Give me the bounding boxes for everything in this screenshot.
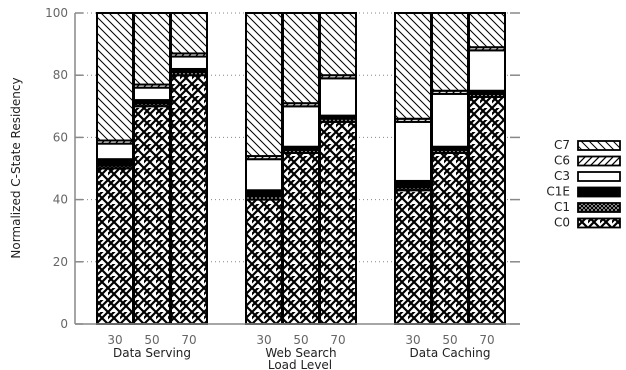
bar-segment-c7 (171, 13, 207, 53)
legend-swatch-c1e (578, 188, 620, 197)
x-tick-label: 70 (479, 333, 494, 347)
legend-label-c7: C7 (554, 138, 570, 152)
bar-segment-c0 (320, 122, 356, 324)
legend-swatch-c7 (578, 141, 620, 150)
bar-segment-c7 (283, 13, 319, 103)
y-tick-label: 60 (53, 130, 68, 144)
bar-segment-c7 (134, 13, 170, 85)
legend-label-c6: C6 (554, 154, 570, 168)
bar-segment-c3 (283, 106, 319, 146)
x-tick-label: 50 (442, 333, 457, 347)
x-tick-label: 30 (405, 333, 420, 347)
y-tick-label: 0 (60, 317, 68, 331)
legend-label-c3: C3 (554, 169, 570, 183)
bar-segment-c7 (469, 13, 505, 47)
x-tick-label: 50 (293, 333, 308, 347)
bar-segment-c0 (246, 200, 282, 324)
y-tick-label: 40 (53, 193, 68, 207)
bar-segment-c7 (395, 13, 431, 119)
bar-segment-c7 (246, 13, 282, 156)
legend-label-c0: C0 (554, 216, 570, 230)
bar-segment-c3 (246, 159, 282, 190)
x-tick-label: 30 (256, 333, 271, 347)
bar-segment-c7 (97, 13, 133, 141)
legend-label-c1: C1 (554, 200, 570, 214)
bar-segment-c0 (469, 97, 505, 324)
bar-segment-c0 (283, 153, 319, 324)
bar-segment-c3 (320, 78, 356, 115)
x-tick-label: 30 (107, 333, 122, 347)
bar-segment-c0 (395, 190, 431, 324)
bar-segment-c0 (171, 75, 207, 324)
bar-segment-c3 (97, 144, 133, 160)
bar-segment-c3 (171, 57, 207, 69)
bar-segment-c0 (134, 106, 170, 324)
x-axis-label: Load Level (268, 358, 332, 370)
x-tick-label: 50 (144, 333, 159, 347)
legend-swatch-c0 (578, 219, 620, 228)
bar-segment-c3 (134, 88, 170, 100)
x-tick-label: 70 (330, 333, 345, 347)
legend-swatch-c1 (578, 203, 620, 212)
bar-segment-c7 (432, 13, 468, 91)
legend-swatch-c6 (578, 157, 620, 166)
y-tick-label: 100 (45, 6, 68, 20)
bar-segment-c7 (320, 13, 356, 75)
bar-segment-c0 (432, 153, 468, 324)
bars (97, 13, 505, 324)
bar-segment-c3 (395, 122, 431, 181)
bar-segment-c0 (97, 169, 133, 325)
x-tick-label: 70 (181, 333, 196, 347)
y-tick-label: 20 (53, 255, 68, 269)
bar-segment-c3 (469, 50, 505, 90)
bar-segment-c3 (432, 94, 468, 147)
group-label: Data Serving (113, 346, 191, 360)
legend-label-c1e: C1E (546, 185, 570, 199)
y-axis-label: Normalized C-State Residency (9, 77, 23, 258)
group-label: Data Caching (410, 346, 491, 360)
legend-swatch-c3 (578, 172, 620, 181)
y-tick-label: 80 (53, 68, 68, 82)
